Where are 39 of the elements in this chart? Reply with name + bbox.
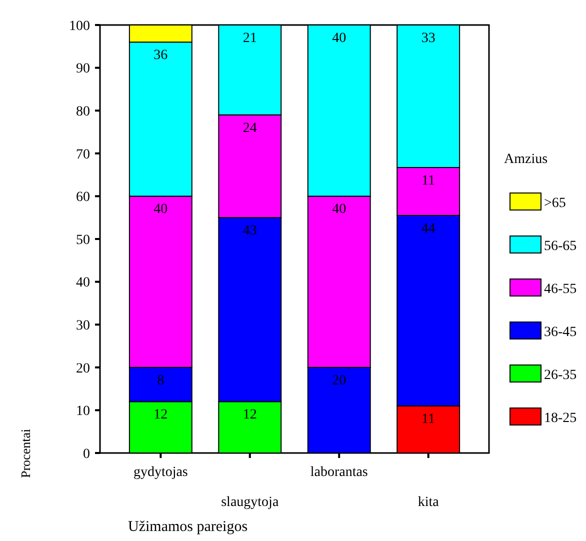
y-tick-label: 100 (69, 18, 90, 34)
data-label: 21 (242, 31, 257, 46)
y-tick-label: 30 (76, 318, 90, 334)
data-label: 8 (157, 373, 164, 388)
x-tick-label: kita (418, 494, 440, 510)
legend-label: 46-55 (544, 282, 577, 297)
data-label: 20 (332, 373, 346, 388)
legend-label: 18-25 (544, 410, 577, 426)
legend-label: 26-35 (544, 368, 577, 383)
y-tick-label: 0 (83, 446, 90, 462)
data-label: 12 (242, 408, 257, 423)
y-tick-label: 60 (76, 190, 90, 206)
data-label: 11 (422, 412, 436, 427)
legend-title: Amzius (504, 152, 548, 167)
y-tick-label: 50 (76, 232, 90, 248)
y-tick-label: 20 (76, 361, 90, 376)
x-tick-label: laborantas (310, 464, 368, 480)
data-label: 40 (154, 202, 168, 218)
x-axis-title: Užimamos pareigos (128, 519, 248, 535)
data-label: 24 (242, 120, 257, 136)
y-tick-label: 70 (76, 147, 90, 162)
data-label: 12 (154, 408, 168, 423)
y-tick-label: 90 (76, 62, 90, 77)
y-axis-title: Procentai (18, 428, 33, 478)
legend-label: 36-45 (544, 324, 577, 340)
y-tick-label: 10 (76, 404, 90, 420)
data-label: 40 (332, 202, 346, 218)
data-label: 44 (421, 221, 436, 236)
data-label: 36 (154, 48, 168, 64)
y-tick-label: 40 (76, 276, 90, 291)
x-tick-label: gydytojas (133, 464, 188, 480)
data-label: 33 (421, 31, 436, 46)
data-label: 40 (332, 31, 346, 46)
x-tick-label: slaugytoja (221, 494, 280, 510)
data-label: 11 (422, 174, 436, 189)
y-tick-label: 80 (76, 104, 90, 120)
legend-label: 56-65 (544, 238, 577, 254)
data-label: 43 (242, 224, 257, 239)
legend-label: >65 (544, 196, 566, 211)
